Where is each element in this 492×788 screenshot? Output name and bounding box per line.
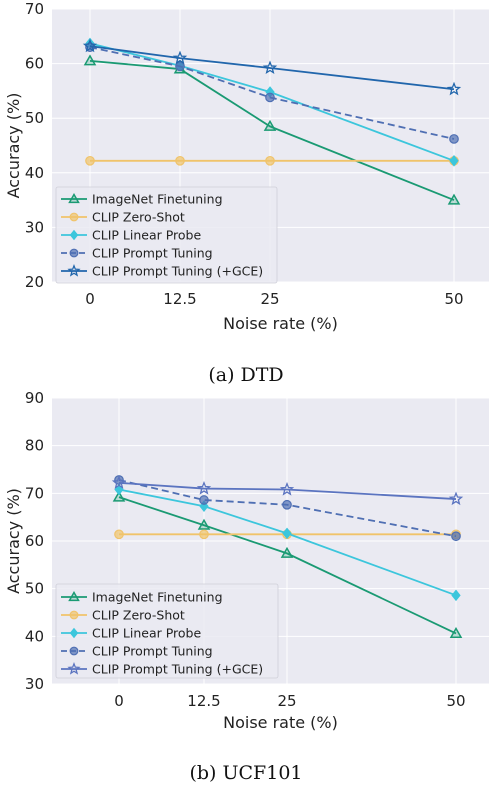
- chart-1: 20 30 40 50 60 70 0 12.5 25 50 Noise rate (%) Accur…: [4, 0, 489, 386]
- y-tick-label: 70: [25, 484, 44, 502]
- data-point: [447, 193, 461, 205]
- series-1: [112, 490, 463, 638]
- y-axis-label: Accuracy (%): [4, 488, 23, 594]
- legend-label: CLIP Zero-Shot: [92, 210, 185, 225]
- data-point: [262, 60, 278, 75]
- legend-label: CLIP Zero-Shot: [92, 608, 185, 623]
- data-point: [111, 475, 127, 489]
- legend-marker: [67, 264, 81, 277]
- data-point: [263, 119, 277, 131]
- legend-label: ImageNet Finetuning: [92, 192, 223, 207]
- x-tick-label: 50: [444, 290, 463, 308]
- series-line: [89, 42, 455, 162]
- legend: ImageNet Finetuning CLIP Zero-Shot CLIP Li…: [55, 186, 278, 284]
- legend-marker: [68, 590, 80, 602]
- series-5: [111, 475, 464, 506]
- legend-label: CLIP Prompt Tuning (+GCE): [92, 264, 263, 279]
- series-1: [83, 54, 461, 205]
- y-tick-label: 40: [25, 627, 44, 645]
- x-axis-label: Noise rate (%): [223, 314, 338, 333]
- legend-marker: [69, 212, 79, 222]
- data-point: [175, 61, 185, 72]
- data-point: [449, 134, 459, 144]
- legend-marker: [68, 192, 80, 204]
- data-point: [172, 50, 188, 65]
- series-line: [118, 488, 457, 597]
- legend: ImageNet Finetuning CLIP Zero-Shot CLIP Li…: [55, 583, 279, 679]
- data-point: [197, 518, 211, 530]
- series-line: [118, 479, 457, 538]
- data-point: [451, 589, 461, 602]
- legend-marker: [69, 610, 79, 620]
- x-tick-label: 25: [260, 290, 279, 308]
- data-point: [451, 531, 461, 542]
- series-line: [89, 45, 455, 91]
- figure-caption: (a) DTD: [208, 364, 283, 386]
- series-4: [114, 475, 461, 542]
- x-tick-label: 12.5: [187, 692, 220, 710]
- series-5: [82, 38, 462, 96]
- legend-label: CLIP Linear Probe: [92, 626, 201, 641]
- chart-2: 30 40 50 60 70 80 90 0 12.5 25 50 Noise rate (%) Acc…: [4, 389, 489, 784]
- y-tick-label: 50: [25, 580, 44, 598]
- data-point: [85, 155, 95, 166]
- y-tick-label: 80: [25, 437, 44, 455]
- series-line: [89, 46, 455, 140]
- legend-label: CLIP Prompt Tuning: [92, 644, 213, 659]
- y-tick-label: 40: [25, 164, 44, 182]
- legend-label: ImageNet Finetuning: [92, 590, 223, 605]
- legend-marker: [69, 248, 79, 258]
- data-point: [114, 529, 124, 540]
- x-axis-label: Noise rate (%): [223, 713, 338, 732]
- series-3: [114, 483, 461, 602]
- legend-marker: [69, 646, 79, 656]
- y-tick-label: 70: [25, 0, 44, 18]
- data-point: [449, 626, 463, 638]
- data-point: [449, 154, 459, 167]
- data-point: [279, 481, 295, 496]
- series-line: [118, 481, 457, 500]
- data-point: [82, 38, 98, 53]
- legend-marker: [69, 229, 79, 241]
- series-line: [89, 59, 455, 201]
- legend-label: CLIP Prompt Tuning: [92, 246, 213, 261]
- data-point: [199, 495, 209, 505]
- y-tick-label: 90: [25, 389, 44, 407]
- data-point: [175, 155, 185, 166]
- data-point: [199, 529, 209, 540]
- y-axis-label: Accuracy (%): [4, 93, 23, 199]
- legend-marker: [67, 662, 81, 675]
- y-tick-label: 30: [25, 675, 44, 693]
- data-point: [265, 92, 275, 103]
- y-tick-label: 30: [25, 218, 44, 236]
- x-tick-label: 12.5: [163, 290, 196, 308]
- data-point: [448, 491, 464, 506]
- x-tick-label: 0: [85, 290, 95, 308]
- data-point: [265, 155, 275, 166]
- data-point: [446, 81, 462, 96]
- data-point: [280, 546, 294, 558]
- data-point: [83, 54, 97, 66]
- data-point: [112, 490, 126, 502]
- legend-marker: [69, 627, 79, 639]
- y-tick-label: 50: [25, 109, 44, 127]
- y-tick-label: 60: [25, 55, 44, 73]
- series-line: [118, 496, 457, 635]
- y-tick-label: 20: [25, 273, 44, 291]
- x-tick-label: 50: [446, 692, 465, 710]
- legend-box: [55, 186, 278, 284]
- data-point: [196, 481, 212, 495]
- data-point: [282, 527, 292, 540]
- y-tick-label: 60: [25, 532, 44, 550]
- legend-label: CLIP Prompt Tuning (+GCE): [92, 662, 263, 677]
- figure-caption: (b) UCF101: [189, 762, 302, 784]
- series-4: [85, 42, 459, 144]
- x-tick-label: 0: [114, 692, 124, 710]
- x-tick-label: 25: [277, 692, 296, 710]
- data-point: [282, 499, 292, 510]
- legend-label: CLIP Linear Probe: [92, 228, 201, 243]
- legend-box: [55, 583, 279, 679]
